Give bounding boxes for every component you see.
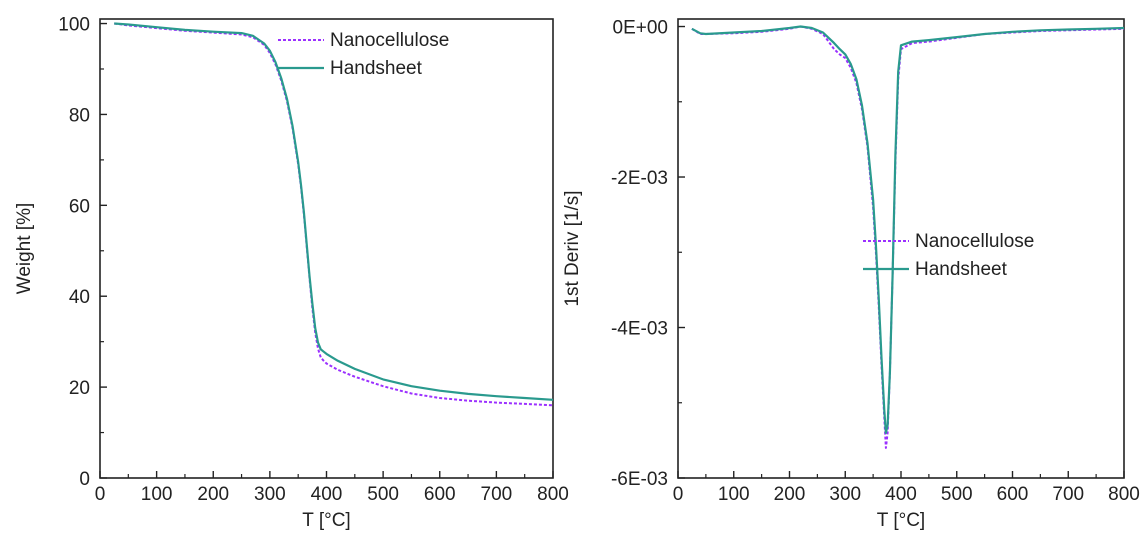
- weight-chart-y-tick-label: 60: [69, 196, 90, 217]
- derivative-chart-x-tick-label: 600: [997, 484, 1029, 505]
- derivative-chart-x-tick-label: 400: [885, 484, 917, 505]
- weight-chart-y-tick-label: 80: [69, 105, 90, 126]
- weight-chart-x-tick-label: 500: [367, 484, 399, 505]
- derivative-chart-frame: [677, 18, 1125, 479]
- weight-chart-y-axis-label: Weight [%]: [14, 203, 35, 295]
- legend-label-nanocellulose: Nanocellulose: [330, 30, 449, 51]
- weight-chart-frame: [99, 18, 554, 479]
- derivative-chart-x-tick-label: 800: [1108, 484, 1140, 505]
- weight-chart-panel: 0 100 200 300 400 500 600 700 800 0 20 40 60 80 100 T…: [14, 15, 569, 531]
- weight-chart-series-nanocellulose-line: [114, 22, 554, 407]
- derivative-chart-y-tick-label: -4E-03: [611, 319, 668, 340]
- legend-label-nanocellulose: Nanocellulose: [915, 231, 1034, 252]
- weight-chart-x-tick-label: 800: [537, 484, 569, 505]
- weight-chart-x-tick-label: 700: [481, 484, 513, 505]
- weight-chart-legend: Nanocellulose Handsheet: [278, 30, 449, 79]
- weight-chart-x-axis-label: T [°C]: [302, 510, 350, 531]
- weight-chart-x-tick-label: 600: [424, 484, 456, 505]
- derivative-chart-panel: 0 100 200 300 400 500 600 700 800 0E+00 -2E-03 -4E…: [562, 18, 1140, 531]
- derivative-chart-x-tick-label: 200: [774, 484, 806, 505]
- derivative-chart-y-tick-label: -2E-03: [611, 168, 668, 189]
- derivative-chart-series-nanocellulose-line: [691, 25, 1125, 449]
- derivative-chart-x-tick-label: 700: [1052, 484, 1084, 505]
- derivative-chart-series-handsheet-line: [691, 25, 1125, 434]
- weight-chart-x-tick-label: 100: [141, 484, 173, 505]
- weight-chart-x-tick-label: 0: [95, 484, 106, 505]
- weight-chart-y-tick-label: 0: [79, 469, 90, 490]
- legend-label-handsheet: Handsheet: [330, 58, 423, 79]
- weight-chart-x-tick-label: 200: [197, 484, 229, 505]
- derivative-chart-x-tick-label: 0: [673, 484, 684, 505]
- derivative-chart-x-tick-label: 500: [941, 484, 973, 505]
- derivative-chart-x-tick-label: 100: [718, 484, 750, 505]
- legend-label-handsheet: Handsheet: [915, 259, 1008, 280]
- derivative-chart-y-tick-label: 0E+00: [613, 18, 668, 39]
- weight-chart-x-tick-label: 400: [311, 484, 343, 505]
- weight-chart-x-tick-label: 300: [254, 484, 286, 505]
- derivative-chart-x-axis-label: T [°C]: [877, 510, 925, 531]
- weight-chart-series-handsheet-line: [114, 22, 554, 401]
- derivative-chart-legend: Nanocellulose Handsheet: [863, 231, 1034, 280]
- weight-chart-y-tick-label: 40: [69, 287, 90, 308]
- derivative-chart-x-tick-label: 300: [829, 484, 861, 505]
- derivative-chart-y-tick-label: -6E-03: [611, 469, 668, 490]
- derivative-chart-y-axis-label: 1st Deriv [1/s]: [562, 190, 583, 306]
- weight-chart-y-tick-label: 20: [69, 378, 90, 399]
- weight-chart-y-tick-label: 100: [58, 15, 90, 36]
